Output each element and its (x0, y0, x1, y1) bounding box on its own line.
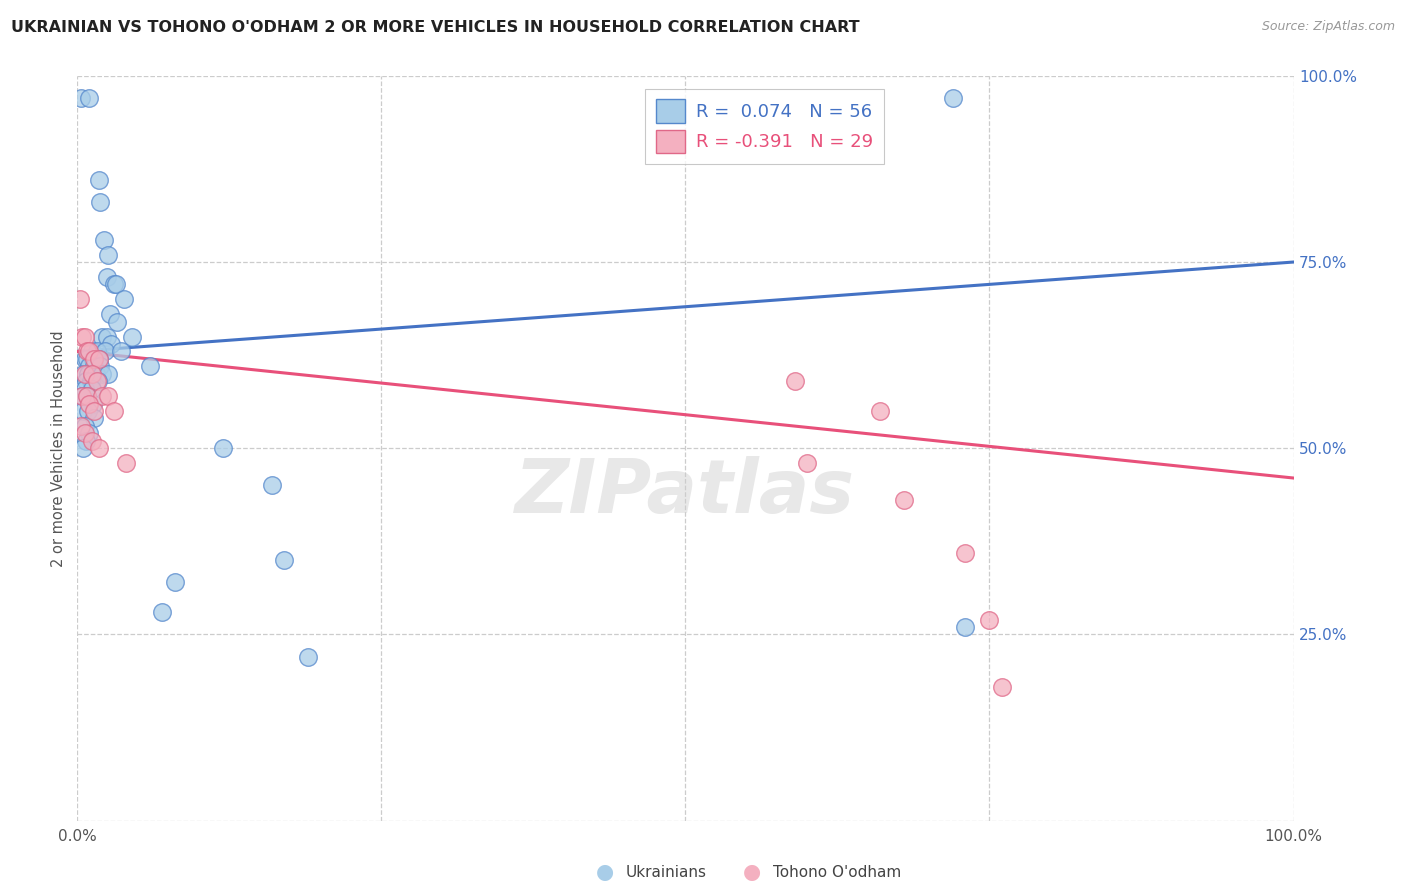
Point (69, 293, 91, 307)
Point (953, 545, 976, 559)
Point (97, 247, 120, 261)
Point (77, 404, 100, 418)
Point (796, 456, 818, 470)
Point (72, 404, 94, 418)
Point (297, 649, 319, 664)
Point (73, 367, 96, 381)
Point (79, 396, 101, 410)
Text: Source: ZipAtlas.com: Source: ZipAtlas.com (1261, 20, 1395, 33)
Point (90, 329, 112, 343)
Point (77, 367, 100, 381)
Point (72, 442, 94, 455)
Point (79, 426, 101, 441)
Point (70, 389, 93, 403)
Point (97, 367, 120, 381)
Point (89, 359, 111, 374)
Point (80, 374, 103, 388)
Text: Tohono O'odham: Tohono O'odham (773, 865, 901, 880)
Point (82, 351, 104, 366)
Point (89, 442, 111, 455)
Point (953, 620, 976, 634)
Point (80, 367, 103, 381)
Legend: R =  0.074   N = 56, R = -0.391   N = 29: R = 0.074 N = 56, R = -0.391 N = 29 (645, 88, 884, 164)
Point (70, 389, 93, 403)
Point (70, 91, 93, 105)
Point (212, 442, 235, 455)
Point (869, 404, 891, 418)
Point (70, 329, 93, 343)
Point (97, 389, 120, 403)
Point (80, 344, 103, 359)
Point (942, 91, 965, 105)
Text: ZIPatlas: ZIPatlas (516, 457, 855, 530)
Point (98, 307, 121, 321)
Point (83, 351, 105, 366)
Point (273, 553, 295, 567)
Point (86, 374, 108, 388)
Point (89, 351, 111, 366)
Point (73, 382, 96, 396)
Point (103, 277, 125, 292)
Point (79, 359, 101, 374)
Point (76, 344, 98, 359)
Point (139, 359, 162, 374)
Point (163, 575, 186, 590)
Point (89, 351, 111, 366)
Point (75, 434, 97, 448)
Text: UKRAINIAN VS TOHONO O'ODHAM 2 OR MORE VEHICLES IN HOUSEHOLD CORRELATION CHART: UKRAINIAN VS TOHONO O'ODHAM 2 OR MORE VE… (11, 20, 860, 35)
Text: ●: ● (744, 863, 761, 882)
Point (893, 493, 915, 508)
Point (80, 382, 103, 396)
Point (89, 195, 111, 210)
Point (89, 173, 111, 187)
Point (87, 374, 110, 388)
Point (83, 404, 105, 418)
Point (783, 374, 806, 388)
Point (90, 389, 112, 403)
Text: ●: ● (596, 863, 613, 882)
Point (75, 374, 97, 388)
Text: Ukrainians: Ukrainians (626, 865, 707, 880)
Point (94, 344, 117, 359)
Point (115, 456, 138, 470)
Point (100, 337, 122, 351)
Point (73, 351, 96, 366)
Point (76, 351, 98, 366)
Point (112, 293, 135, 307)
Point (86, 344, 108, 359)
Point (84, 367, 107, 381)
Point (990, 680, 1012, 694)
Point (73, 329, 96, 343)
Point (73, 418, 96, 433)
Point (105, 277, 128, 292)
Point (979, 613, 1001, 627)
Point (96, 269, 118, 284)
Y-axis label: 2 or more Vehicles in Household: 2 or more Vehicles in Household (51, 330, 66, 566)
Point (96, 329, 118, 343)
Point (79, 344, 101, 359)
Point (76, 389, 98, 403)
Point (121, 329, 143, 343)
Point (83, 359, 105, 374)
Point (79, 91, 101, 105)
Point (152, 605, 174, 619)
Point (80, 434, 103, 448)
Point (83, 411, 105, 425)
Point (93, 233, 115, 247)
Point (110, 344, 132, 359)
Point (260, 478, 283, 492)
Point (72, 367, 94, 381)
Point (107, 315, 129, 329)
Point (90, 367, 112, 381)
Point (82, 396, 104, 410)
Point (73, 426, 96, 441)
Point (103, 404, 125, 418)
Point (70, 418, 93, 433)
Point (76, 389, 98, 403)
